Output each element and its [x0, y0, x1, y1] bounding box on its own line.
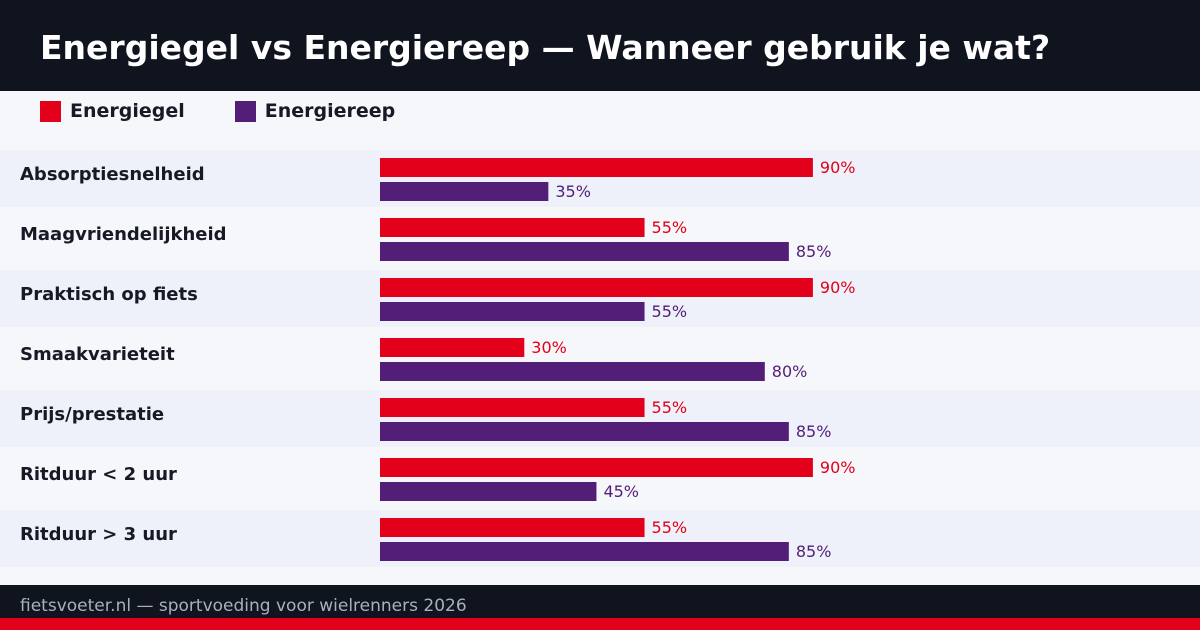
- bar-energiereep: [380, 362, 765, 381]
- bar-chart: Absorptiesnelheid 90% 35% Maagvriendelijkhe…: [20, 158, 856, 561]
- legend-swatch-energiegel: [40, 100, 61, 122]
- category-label: Maagvriendelijkheid: [20, 224, 227, 245]
- bar-energiegel: [380, 218, 645, 237]
- data-label: 85%: [796, 422, 832, 441]
- legend-swatch-energiereep: [234, 100, 256, 122]
- bar-energiereep: [380, 482, 597, 501]
- legend-label: Energiegel: [70, 100, 185, 122]
- category-label: Absorptiesnelheid: [20, 164, 205, 185]
- chart-title: Energiegel vs Energiereep — Wanneer gebr…: [40, 28, 1051, 67]
- data-label: 85%: [796, 542, 832, 561]
- data-label: 55%: [652, 398, 688, 417]
- data-label: 85%: [796, 242, 832, 261]
- category-label: Smaakvarieteit: [20, 344, 175, 365]
- legend-label: Energiereep: [264, 100, 396, 122]
- footer-accent-bar: [0, 618, 1200, 630]
- bar-energiegel: [380, 458, 813, 477]
- data-label: 90%: [820, 158, 856, 177]
- legend-item-energiegel: Energiegel: [40, 100, 185, 122]
- data-label: 55%: [652, 218, 688, 237]
- data-label: 90%: [820, 458, 856, 477]
- data-label: 30%: [531, 338, 567, 357]
- bar-energiereep: [380, 182, 549, 201]
- data-label: 45%: [603, 482, 639, 501]
- bar-energiereep: [380, 302, 645, 321]
- footer-text: fietsvoeter.nl — sportvoeding voor wielr…: [20, 596, 467, 616]
- category-label: Praktisch op fiets: [20, 284, 198, 305]
- data-label: 55%: [652, 518, 688, 537]
- category-label: Ritduur < 2 uur: [20, 464, 177, 485]
- footer: fietsvoeter.nl — sportvoeding voor wielr…: [0, 585, 1200, 618]
- bar-energiegel: [380, 158, 813, 177]
- legend: Energiegel Energiereep: [40, 100, 395, 122]
- data-label: 55%: [652, 302, 688, 321]
- bar-energiereep: [380, 542, 789, 561]
- data-label: 35%: [555, 182, 591, 201]
- category-label: Prijs/prestatie: [20, 404, 164, 425]
- bar-energiegel: [380, 518, 645, 537]
- data-label: 80%: [772, 362, 808, 381]
- bar-energiegel: [380, 278, 813, 297]
- bar-energiegel: [380, 338, 525, 357]
- legend-item-energiereep: Energiereep: [234, 100, 396, 122]
- bar-energiereep: [380, 242, 789, 261]
- category-label: Ritduur > 3 uur: [20, 524, 177, 545]
- header: Energiegel vs Energiereep — Wanneer gebr…: [0, 0, 1200, 91]
- bar-energiereep: [380, 422, 789, 441]
- data-label: 90%: [820, 278, 856, 297]
- bar-energiegel: [380, 398, 645, 417]
